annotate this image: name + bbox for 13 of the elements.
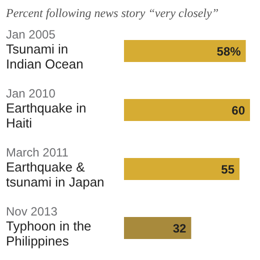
y-tick-label: March 2011 Earthquake & tsunami in Japan	[6, 146, 104, 190]
data-label: 58%	[216, 44, 242, 58]
data-label: 55	[221, 162, 235, 176]
y-tick-label: Jan 2005 Tsunami in Indian Ocean	[6, 28, 84, 72]
data-label: 32	[172, 221, 187, 236]
bar	[124, 217, 192, 239]
data-label: 60	[232, 103, 246, 118]
y-tick-label: Nov 2013 Typhoon in the Philippines	[6, 204, 92, 249]
y-tick-label: Jan 2010 Earthquake in Haiti	[6, 86, 86, 131]
bar	[124, 40, 246, 62]
chart-title: Percent following news story “very closely”	[5, 5, 220, 21]
bar	[124, 99, 250, 121]
bar	[124, 158, 240, 180]
